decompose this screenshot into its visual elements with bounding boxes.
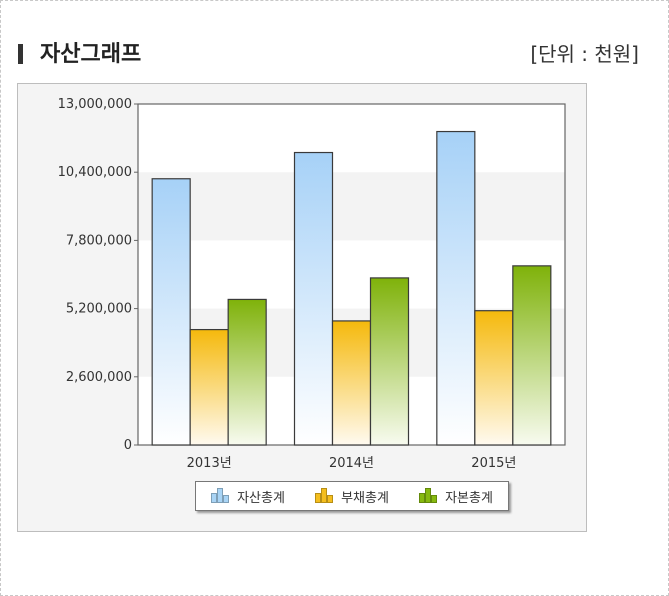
legend-label: 부채총계 bbox=[341, 490, 389, 506]
bar-chart-icon bbox=[419, 488, 438, 503]
bar-1-0 bbox=[189, 328, 229, 446]
bar-0-1 bbox=[293, 151, 334, 446]
y-tick-label: 13,000,000 bbox=[58, 97, 132, 112]
y-tick-label: 7,800,000 bbox=[66, 233, 132, 248]
bar-1-2 bbox=[474, 310, 514, 446]
x-tick-label: 2013년 bbox=[187, 456, 232, 471]
y-tick-label: 0 bbox=[124, 438, 132, 453]
y-tick-label: 5,200,000 bbox=[66, 302, 132, 317]
bar-2-0 bbox=[227, 298, 267, 446]
grid-band bbox=[138, 172, 565, 241]
bar-1-1 bbox=[331, 320, 372, 446]
bar-chart-icon bbox=[315, 488, 334, 503]
chart-legend: 자산총계 부채총계 자본총계 bbox=[195, 481, 509, 511]
page-title: 자산그래프 bbox=[40, 42, 142, 67]
legend-item-equity: 자본총계 bbox=[419, 487, 493, 506]
y-tick-label: 2,600,000 bbox=[66, 370, 132, 385]
x-tick-label: 2015년 bbox=[471, 456, 516, 471]
bar-2-1 bbox=[369, 277, 410, 446]
legend-label: 자산총계 bbox=[237, 490, 285, 506]
bar-0-0 bbox=[151, 178, 191, 446]
bar-chart-icon bbox=[211, 488, 230, 503]
x-tick-label: 2014년 bbox=[329, 456, 374, 471]
title-marker bbox=[18, 44, 23, 64]
legend-item-assets: 자산총계 bbox=[211, 487, 285, 506]
bar-0-2 bbox=[436, 130, 476, 446]
bar-2-2 bbox=[512, 265, 552, 446]
legend-label: 자본총계 bbox=[445, 490, 493, 506]
y-tick-label: 10,400,000 bbox=[58, 165, 132, 180]
unit-label: [단위 : 천원] bbox=[530, 42, 639, 66]
legend-item-liabilities: 부채총계 bbox=[315, 487, 389, 506]
